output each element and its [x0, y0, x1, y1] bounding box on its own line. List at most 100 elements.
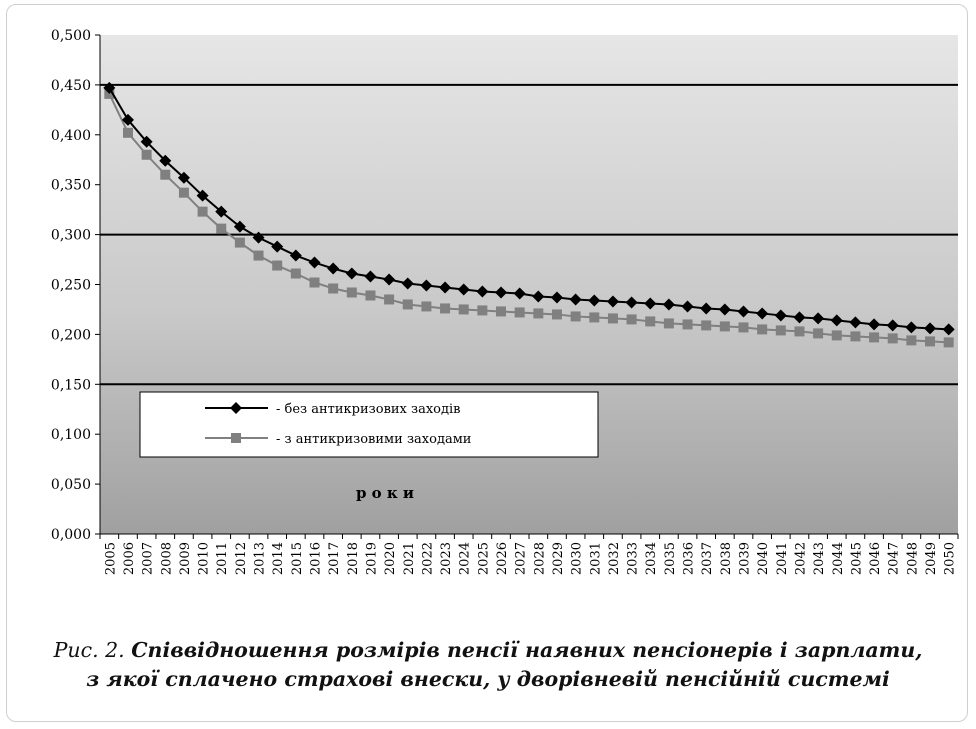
x-tick-label: 2019	[364, 542, 379, 575]
data-point	[216, 223, 227, 234]
x-axis-label: р о к и	[356, 484, 414, 502]
legend-marker	[230, 402, 242, 414]
figure-frame	[6, 4, 968, 722]
data-point	[160, 169, 171, 180]
data-point	[831, 330, 842, 341]
x-tick-label: 2007	[141, 542, 156, 575]
y-tick-label: 0,150	[51, 377, 91, 393]
data-point	[869, 332, 880, 343]
data-point	[440, 303, 451, 314]
data-point	[663, 318, 674, 329]
data-point	[252, 231, 265, 244]
data-point	[328, 283, 339, 294]
x-tick-label: 2022	[420, 542, 435, 575]
x-tick-label: 2024	[458, 542, 473, 575]
x-tick-label: 2009	[178, 542, 193, 575]
x-tick-label: 2014	[271, 542, 286, 575]
y-tick-label: 0,050	[51, 477, 91, 493]
data-point	[550, 291, 563, 304]
x-tick-label: 2050	[943, 542, 958, 575]
caption-title-line-1: Співвідношення розмірів пенсії наявних п…	[131, 638, 923, 662]
x-tick-label: 2030	[570, 542, 585, 575]
data-point	[384, 294, 395, 305]
data-point	[682, 319, 693, 330]
x-tick-label: 2025	[476, 542, 491, 575]
x-tick-label: 2049	[924, 542, 939, 575]
data-point	[906, 335, 917, 346]
data-point	[774, 309, 787, 322]
x-tick-label: 2011	[215, 542, 230, 575]
data-point	[607, 313, 618, 324]
x-tick-label: 2018	[346, 542, 361, 575]
x-tick-label: 2038	[719, 542, 734, 575]
line-chart: 0,000 0,050 0,100 0,150 0,200 0,250 0,300 0,350…	[51, 28, 959, 575]
data-point	[308, 256, 321, 269]
legend-item: - з антикризовими заходами	[205, 432, 471, 447]
data-point	[606, 295, 619, 308]
legend-box	[139, 391, 599, 458]
data-point	[457, 283, 470, 296]
series-line	[108, 87, 949, 331]
series	[103, 81, 955, 336]
x-tick-label: 2031	[588, 542, 603, 575]
data-point	[868, 318, 881, 331]
data-point	[233, 220, 246, 233]
data-point	[159, 154, 172, 167]
data-point	[177, 171, 190, 184]
data-point	[942, 323, 955, 336]
data-point	[439, 281, 452, 294]
data-point	[234, 237, 245, 248]
data-point	[197, 206, 208, 217]
data-point	[625, 296, 638, 309]
data-point	[793, 311, 806, 324]
y-tick-label: 0,300	[51, 228, 91, 244]
data-point	[458, 304, 469, 315]
data-point	[626, 314, 637, 325]
data-point	[532, 290, 545, 303]
data-point	[402, 299, 413, 310]
caption-line-1: Рис. 2. Співвідношення розмірів пенсії н…	[0, 636, 976, 665]
x-tick-label: 2044	[831, 542, 846, 575]
data-point	[644, 297, 657, 310]
y-tick-label: 0,100	[51, 427, 91, 443]
x-tick-label: 2046	[868, 542, 883, 575]
data-point	[271, 240, 284, 253]
x-tick-label: 2043	[812, 542, 827, 575]
data-point	[346, 287, 357, 298]
x-tick-label: 2036	[682, 542, 697, 575]
data-point	[775, 325, 786, 336]
series-line	[108, 93, 949, 344]
data-point	[477, 305, 488, 316]
y-tick-label: 0,250	[51, 278, 91, 294]
data-point	[401, 277, 414, 290]
data-point	[272, 260, 283, 271]
data-point	[121, 113, 134, 126]
data-point	[719, 321, 730, 332]
data-point	[533, 308, 544, 319]
x-tick-label: 2045	[849, 542, 864, 575]
data-point	[718, 303, 731, 316]
x-tick-label: 2026	[495, 542, 510, 575]
x-tick-label: 2013	[253, 542, 268, 575]
data-point	[496, 306, 507, 317]
y-tick-label: 0,500	[51, 28, 91, 44]
data-point	[551, 309, 562, 320]
data-point	[345, 267, 358, 280]
x-tick-label: 2006	[122, 542, 137, 575]
x-tick-label: 2008	[159, 542, 174, 575]
x-tick-label: 2034	[644, 542, 659, 575]
x-tick-label: 2035	[663, 542, 678, 575]
y-tick-label: 0,000	[51, 527, 91, 543]
x-tick-label: 2010	[197, 542, 212, 575]
data-point	[850, 331, 861, 342]
series	[104, 88, 954, 348]
x-tick-label: 2023	[439, 542, 454, 575]
data-point	[681, 300, 694, 313]
data-point	[570, 311, 581, 322]
x-tick-label: 2017	[327, 542, 342, 575]
data-point	[383, 273, 396, 286]
data-point	[309, 277, 320, 288]
y-tick-label: 0,200	[51, 327, 91, 343]
x-tick-label: 2020	[383, 542, 398, 575]
x-tick-label: 2029	[551, 542, 566, 575]
